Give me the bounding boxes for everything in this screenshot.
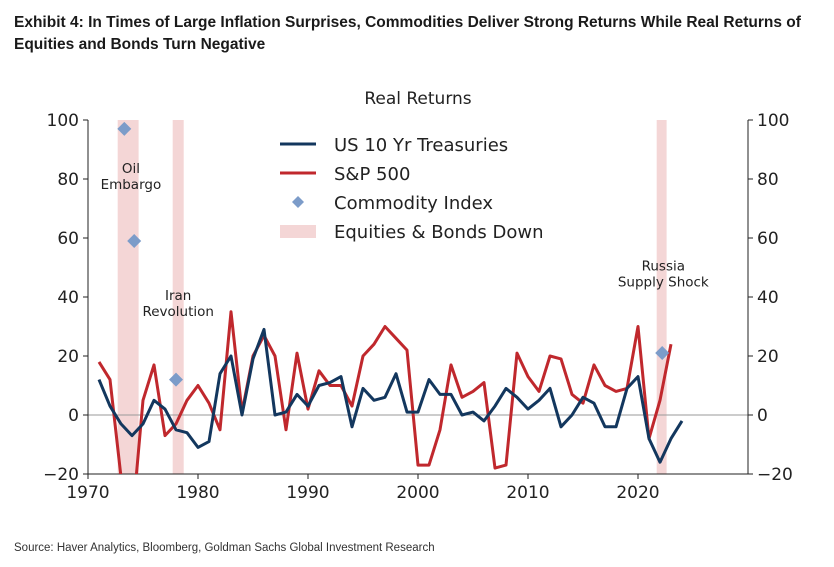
shaded-region-0 [117,120,139,474]
y-tick-label-left: 60 [57,229,79,249]
y-tick-label-left: 80 [57,170,79,190]
commodity-point [655,346,670,361]
annotations: Oil Embargo Iran Revolution Russia Supply Sho… [101,161,709,320]
x-tick-label: 2000 [396,483,439,503]
shaded-region-2 [656,120,667,474]
y-tick-label-left: 20 [57,347,79,367]
y-tick-label-left: 100 [47,111,79,131]
chart-title: Real Returns [364,89,471,109]
commodity-point [117,121,132,136]
commodity-point [169,372,183,387]
legend-commodity-swatch [292,196,304,208]
shaded-region-1 [172,120,184,474]
x-tick-label: 1990 [286,483,329,503]
exhibit-title: Exhibit 4: In Times of Large Inflation S… [14,14,801,53]
y-tick-label-right: −20 [757,465,793,485]
legend: US 10 Yr Treasuries S&P 500 Commodity Inde… [280,135,544,243]
annotation-line: Embargo [101,177,162,193]
annotation-line: Russia [642,258,685,274]
annotation-2: Russia Supply Shock [618,258,709,290]
treasuries-line [97,327,684,464]
x-tick-label: 1970 [66,483,109,503]
y-tick-label-right: 80 [757,170,779,190]
series-lines [97,310,684,474]
legend-commodity-label: Commodity Index [334,193,493,214]
commodity-points [117,121,670,387]
y-tick-label-left: −20 [43,465,79,485]
shaded-regions [117,120,667,474]
legend-shade-swatch [280,225,316,238]
legend-treasuries-label: US 10 Yr Treasuries [334,135,508,156]
source-note: Source: Haver Analytics, Bloomberg, Gold… [14,542,435,554]
legend-sp500-label: S&P 500 [334,164,410,185]
commodity-point [127,233,142,248]
annotation-line: Iran [165,288,191,304]
sp500-line [97,310,673,474]
y-tick-label-right: 0 [757,406,768,426]
y-tick-label-right: 20 [757,347,779,367]
x-tick-label: 2020 [616,483,659,503]
y-tick-label-right: 60 [757,229,779,249]
y-tick-label-left: 40 [57,288,79,308]
annotation-line: Supply Shock [618,274,709,290]
annotation-line: Oil [122,161,140,177]
annotation-0: Oil Embargo [101,161,162,193]
annotation-line: Revolution [142,304,214,320]
x-tick-label: 1980 [176,483,219,503]
annotation-1: Iran Revolution [142,288,214,320]
y-tick-label-right: 100 [757,111,789,131]
y-tick-label-left: 0 [68,406,79,426]
legend-shade-label: Equities & Bonds Down [334,222,544,243]
x-tick-label: 2010 [506,483,549,503]
y-tick-label-right: 40 [757,288,779,308]
